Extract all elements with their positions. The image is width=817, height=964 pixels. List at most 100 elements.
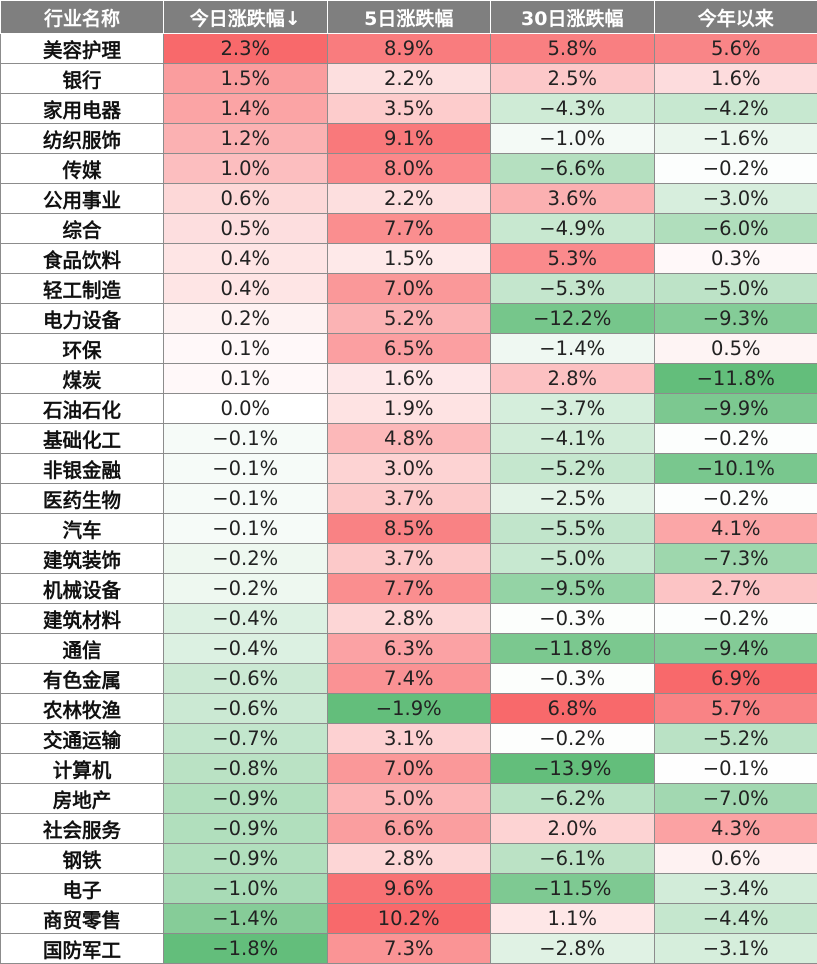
header-30day-change[interactable]: 30日涨跌幅 bbox=[491, 1, 655, 34]
header-industry-name[interactable]: 行业名称 bbox=[1, 1, 164, 34]
today-change-cell: 1.0% bbox=[164, 154, 328, 184]
5day-change-cell: 9.6% bbox=[327, 874, 491, 904]
today-change-cell: 0.4% bbox=[164, 274, 328, 304]
30day-change-cell: −12.2% bbox=[491, 304, 655, 334]
5day-change-cell: 3.5% bbox=[327, 94, 491, 124]
today-change-cell: 1.5% bbox=[164, 64, 328, 94]
industry-name-cell: 农林牧渔 bbox=[1, 694, 164, 724]
5day-change-cell: 1.6% bbox=[327, 364, 491, 394]
ytd-change-cell: −3.1% bbox=[654, 934, 817, 964]
today-change-cell: 0.6% bbox=[164, 184, 328, 214]
industry-name-cell: 传媒 bbox=[1, 154, 164, 184]
5day-change-cell: 6.3% bbox=[327, 634, 491, 664]
today-change-cell: −0.9% bbox=[164, 844, 328, 874]
today-change-cell: −1.4% bbox=[164, 904, 328, 934]
5day-change-cell: 6.6% bbox=[327, 814, 491, 844]
ytd-change-cell: −4.4% bbox=[654, 904, 817, 934]
today-change-cell: −0.8% bbox=[164, 754, 328, 784]
ytd-change-cell: 0.6% bbox=[654, 844, 817, 874]
ytd-change-cell: −7.0% bbox=[654, 784, 817, 814]
today-change-cell: −1.0% bbox=[164, 874, 328, 904]
5day-change-cell: 3.0% bbox=[327, 454, 491, 484]
5day-change-cell: 1.9% bbox=[327, 394, 491, 424]
table-row: 医药生物−0.1%3.7%−2.5%−0.2% bbox=[1, 484, 817, 514]
ytd-change-cell: −0.2% bbox=[654, 604, 817, 634]
ytd-change-cell: −6.0% bbox=[654, 214, 817, 244]
header-today-change[interactable]: 今日涨跌幅↓ bbox=[164, 1, 328, 34]
industry-name-cell: 通信 bbox=[1, 634, 164, 664]
30day-change-cell: −13.9% bbox=[491, 754, 655, 784]
industry-name-cell: 机械设备 bbox=[1, 574, 164, 604]
30day-change-cell: −6.2% bbox=[491, 784, 655, 814]
30day-change-cell: 2.5% bbox=[491, 64, 655, 94]
today-change-cell: −0.2% bbox=[164, 574, 328, 604]
5day-change-cell: 2.8% bbox=[327, 844, 491, 874]
5day-change-cell: 8.5% bbox=[327, 514, 491, 544]
industry-name-cell: 汽车 bbox=[1, 514, 164, 544]
5day-change-cell: 6.5% bbox=[327, 334, 491, 364]
ytd-change-cell: −9.4% bbox=[654, 634, 817, 664]
5day-change-cell: 7.7% bbox=[327, 214, 491, 244]
30day-change-cell: 3.6% bbox=[491, 184, 655, 214]
30day-change-cell: −3.7% bbox=[491, 394, 655, 424]
today-change-cell: 1.4% bbox=[164, 94, 328, 124]
today-change-cell: 0.1% bbox=[164, 334, 328, 364]
table-row: 商贸零售−1.4%10.2%1.1%−4.4% bbox=[1, 904, 817, 934]
30day-change-cell: −0.2% bbox=[491, 724, 655, 754]
30day-change-cell: −1.0% bbox=[491, 124, 655, 154]
ytd-change-cell: 4.1% bbox=[654, 514, 817, 544]
today-change-cell: 0.5% bbox=[164, 214, 328, 244]
industry-name-cell: 煤炭 bbox=[1, 364, 164, 394]
5day-change-cell: 3.7% bbox=[327, 544, 491, 574]
table-row: 机械设备−0.2%7.7%−9.5%2.7% bbox=[1, 574, 817, 604]
ytd-change-cell: −0.1% bbox=[654, 754, 817, 784]
header-5day-change[interactable]: 5日涨跌幅 bbox=[327, 1, 491, 34]
30day-change-cell: 2.8% bbox=[491, 364, 655, 394]
30day-change-cell: −9.5% bbox=[491, 574, 655, 604]
5day-change-cell: 4.8% bbox=[327, 424, 491, 454]
5day-change-cell: 7.7% bbox=[327, 574, 491, 604]
5day-change-cell: 2.2% bbox=[327, 184, 491, 214]
30day-change-cell: 1.1% bbox=[491, 904, 655, 934]
header-row: 行业名称 今日涨跌幅↓ 5日涨跌幅 30日涨跌幅 今年以来 bbox=[1, 1, 817, 34]
ytd-change-cell: −3.0% bbox=[654, 184, 817, 214]
30day-change-cell: −0.3% bbox=[491, 604, 655, 634]
industry-name-cell: 社会服务 bbox=[1, 814, 164, 844]
30day-change-cell: −4.9% bbox=[491, 214, 655, 244]
30day-change-cell: 6.8% bbox=[491, 694, 655, 724]
30day-change-cell: −2.8% bbox=[491, 934, 655, 964]
industry-name-cell: 交通运输 bbox=[1, 724, 164, 754]
header-ytd-change[interactable]: 今年以来 bbox=[654, 1, 817, 34]
industry-name-cell: 钢铁 bbox=[1, 844, 164, 874]
industry-name-cell: 家用电器 bbox=[1, 94, 164, 124]
industry-name-cell: 建筑材料 bbox=[1, 604, 164, 634]
5day-change-cell: 8.0% bbox=[327, 154, 491, 184]
table-row: 建筑材料−0.4%2.8%−0.3%−0.2% bbox=[1, 604, 817, 634]
today-change-cell: −0.1% bbox=[164, 454, 328, 484]
5day-change-cell: −1.9% bbox=[327, 694, 491, 724]
30day-change-cell: −2.5% bbox=[491, 484, 655, 514]
30day-change-cell: −5.2% bbox=[491, 454, 655, 484]
today-change-cell: −0.6% bbox=[164, 664, 328, 694]
30day-change-cell: −5.0% bbox=[491, 544, 655, 574]
table-row: 有色金属−0.6%7.4%−0.3%6.9% bbox=[1, 664, 817, 694]
ytd-change-cell: 2.7% bbox=[654, 574, 817, 604]
30day-change-cell: 5.3% bbox=[491, 244, 655, 274]
ytd-change-cell: −7.3% bbox=[654, 544, 817, 574]
today-change-cell: −0.4% bbox=[164, 634, 328, 664]
today-change-cell: −0.1% bbox=[164, 514, 328, 544]
industry-name-cell: 计算机 bbox=[1, 754, 164, 784]
30day-change-cell: −5.3% bbox=[491, 274, 655, 304]
5day-change-cell: 10.2% bbox=[327, 904, 491, 934]
today-change-cell: −0.1% bbox=[164, 424, 328, 454]
30day-change-cell: −1.4% bbox=[491, 334, 655, 364]
industry-name-cell: 石油石化 bbox=[1, 394, 164, 424]
5day-change-cell: 3.7% bbox=[327, 484, 491, 514]
